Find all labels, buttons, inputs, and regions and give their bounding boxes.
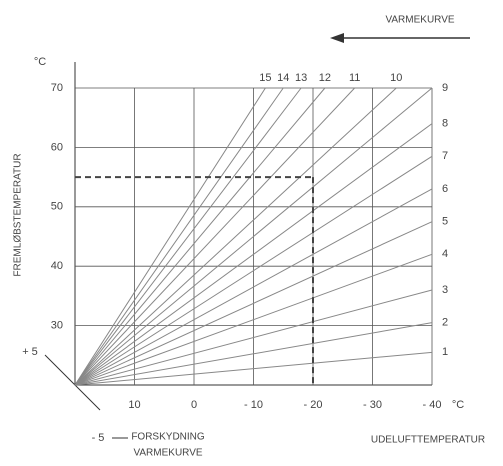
curve <box>74 289 433 386</box>
curve-label: 5 <box>442 216 448 228</box>
offset-axis <box>44 354 101 411</box>
curve-label: 4 <box>442 248 448 260</box>
curve-label: 13 <box>295 72 307 84</box>
y-unit: °C <box>34 56 46 68</box>
curve-label: 7 <box>442 150 448 162</box>
y-tick-label: 70 <box>51 82 63 94</box>
curve <box>74 253 433 386</box>
curve <box>74 87 356 386</box>
curve <box>74 87 302 386</box>
curve-label: 3 <box>442 284 448 296</box>
curve-label: 1 <box>442 346 448 358</box>
y-tick-label: 50 <box>51 201 63 213</box>
curve-label: 9 <box>442 82 448 94</box>
curve <box>74 155 433 386</box>
x-tick-label: - 20 <box>304 399 323 411</box>
curve-label: 6 <box>442 183 448 195</box>
curve <box>74 87 397 386</box>
curve-label: 10 <box>390 72 402 84</box>
y-tick-label: 40 <box>51 260 63 272</box>
curve-label: 8 <box>442 118 448 130</box>
offset-tick-label: + 5 <box>22 346 38 358</box>
offset-label: FORSKYDNING <box>131 432 205 443</box>
offset-label: VARMEKURVE <box>133 448 202 459</box>
curve-label: 14 <box>277 72 289 84</box>
curve <box>74 87 326 386</box>
offset-tick-label: - 5 <box>92 432 105 444</box>
x-tick-label: 0 <box>191 399 197 411</box>
y-axis-label: FREMLØBSTEMPERATUR <box>13 153 24 276</box>
arrow-head <box>330 33 344 43</box>
curve <box>74 351 433 386</box>
curve <box>74 188 433 386</box>
curve <box>74 221 433 386</box>
curve-label: 11 <box>349 72 360 84</box>
x-tick-label: 10 <box>128 399 140 411</box>
x-tick-label: - 30 <box>363 399 382 411</box>
chart-title: VARMEKURVE <box>385 15 454 26</box>
curve-label: 12 <box>319 72 331 84</box>
curve-label: 15 <box>259 72 271 84</box>
curve <box>74 87 433 386</box>
curve <box>74 87 266 386</box>
curve <box>74 123 433 386</box>
y-tick-label: 30 <box>51 320 63 332</box>
curve <box>74 87 284 386</box>
x-unit: °C <box>452 399 464 411</box>
curve-label: 2 <box>442 317 448 329</box>
x-axis-label: UDELUFTTEMPERATUR <box>371 435 485 446</box>
x-tick-label: - 10 <box>244 399 263 411</box>
curve <box>74 322 433 386</box>
y-tick-label: 60 <box>51 141 63 153</box>
x-tick-label: - 40 <box>423 399 442 411</box>
